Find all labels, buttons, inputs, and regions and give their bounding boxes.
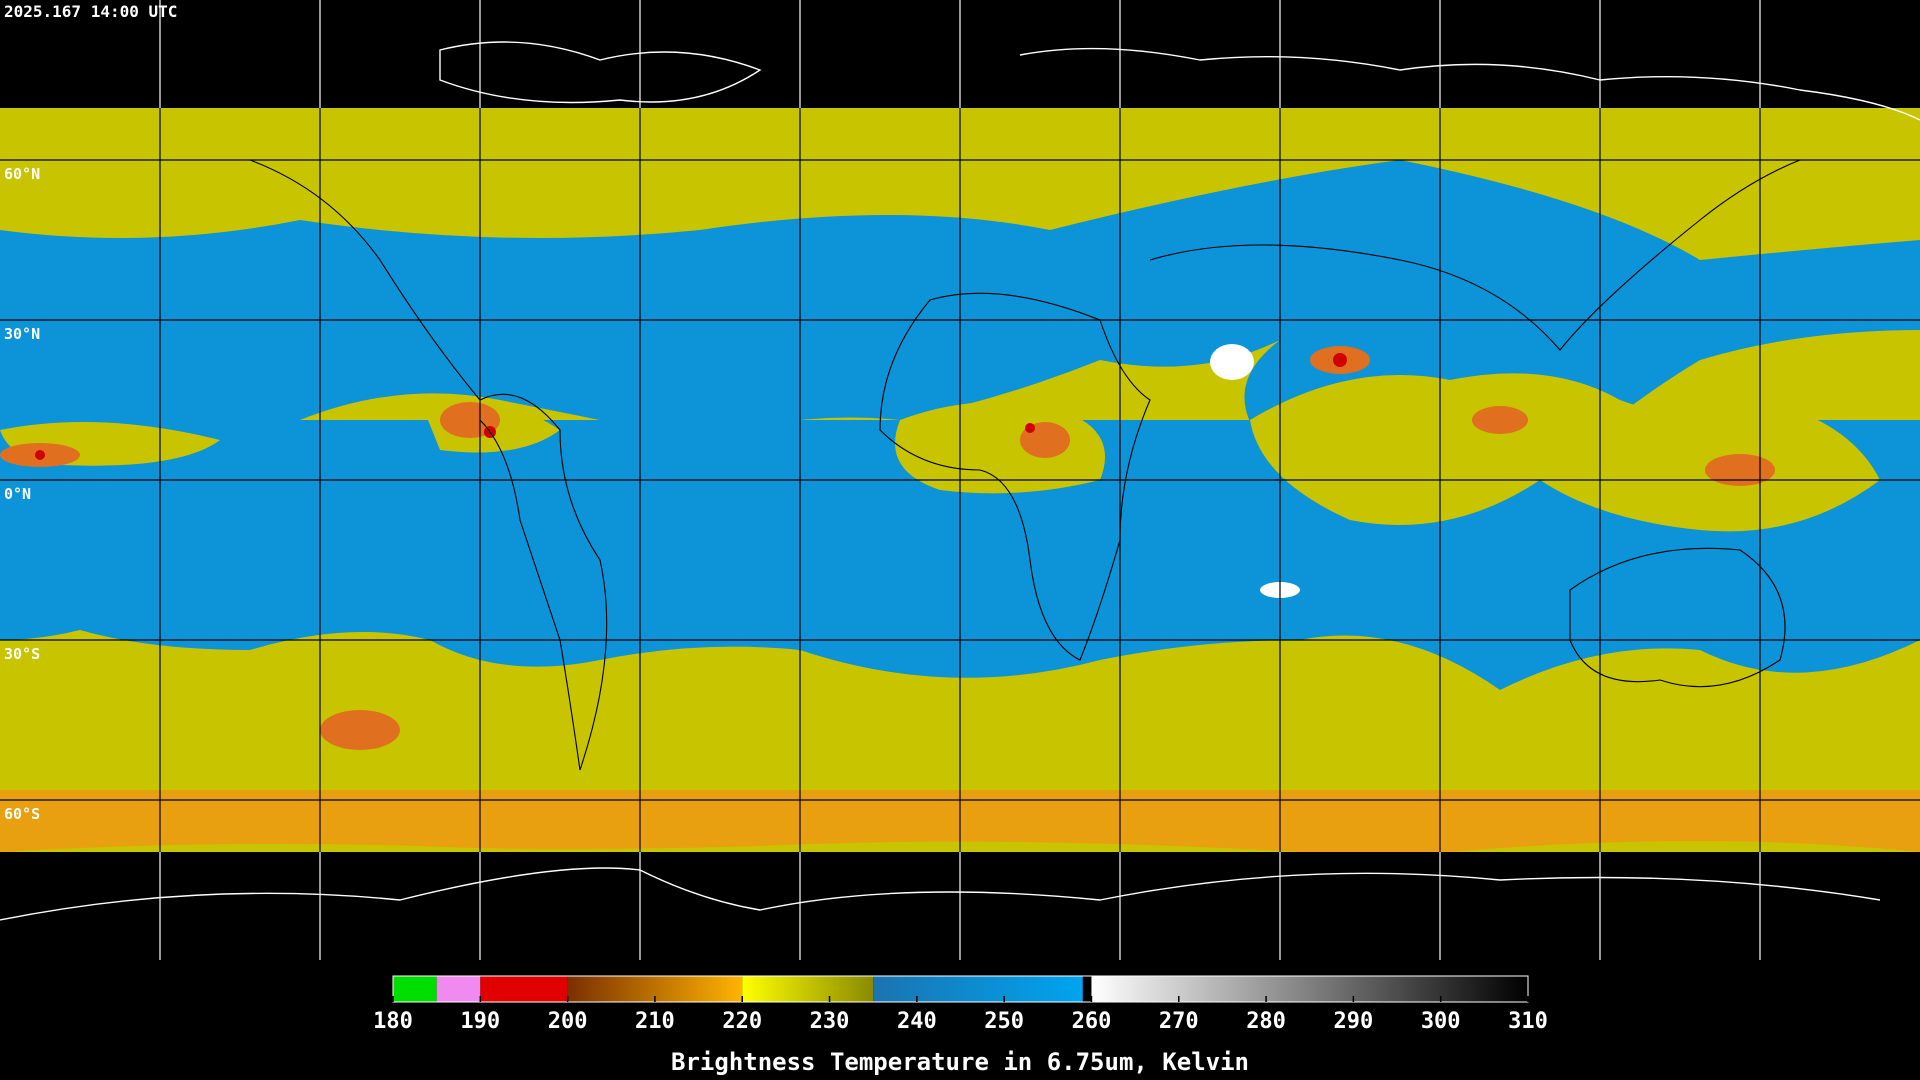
colorbar-tick-label: 280 [1246, 1009, 1286, 1034]
colorbar-tick-label: 180 [373, 1009, 413, 1034]
colorbar-frame [392, 975, 1529, 1003]
colorbar-tick-label: 190 [460, 1009, 500, 1034]
colorbar-tick-label: 270 [1159, 1009, 1199, 1034]
latitude-labels: 60°N 30°N 0°N 30°S 60°S [4, 165, 40, 823]
colorbar-segment [1091, 976, 1528, 1002]
colorbar-tick-label: 260 [1072, 1009, 1112, 1034]
colorbar-tick-label: 250 [984, 1009, 1024, 1034]
colorbar-segment [393, 976, 437, 1002]
polar-coastlines [0, 41, 1920, 921]
graticule [0, 0, 1920, 960]
colorbar-tick-label: 290 [1334, 1009, 1374, 1034]
latitude-label: 30°S [4, 645, 40, 663]
colorbar-segment [436, 976, 481, 1002]
colorbar-label: Brightness Temperature in 6.75um, Kelvin [671, 1048, 1249, 1076]
latitude-label: 0°N [4, 485, 31, 503]
asia-convection [1250, 373, 1880, 532]
colorbar-tick-label: 200 [548, 1009, 588, 1034]
colorbar-tick-label: 210 [635, 1009, 675, 1034]
coastlines [249, 159, 1801, 771]
colorbar-segment [873, 976, 1083, 1002]
colorbar-tick-label: 220 [722, 1009, 762, 1034]
timestamp: 2025.167 14:00 UTC [4, 2, 177, 21]
pacific-convection [0, 398, 560, 466]
latitude-label: 60°N [4, 165, 40, 183]
latitude-label: 30°N [4, 325, 40, 343]
latitude-label: 60°S [4, 805, 40, 823]
colorbar-segment [742, 976, 874, 1002]
colorbar-tick-label: 300 [1421, 1009, 1461, 1034]
colorbar-tick-label: 230 [810, 1009, 850, 1034]
coldest-tops [35, 353, 1347, 460]
colorbar-segment [480, 976, 568, 1002]
colorbar: 180 190 200 210 220 230 240 250 260 270 280 290 300 3… [373, 975, 1548, 1034]
colorbar-tick-label: 310 [1508, 1009, 1548, 1034]
colorbar-tick-label: 240 [897, 1009, 937, 1034]
